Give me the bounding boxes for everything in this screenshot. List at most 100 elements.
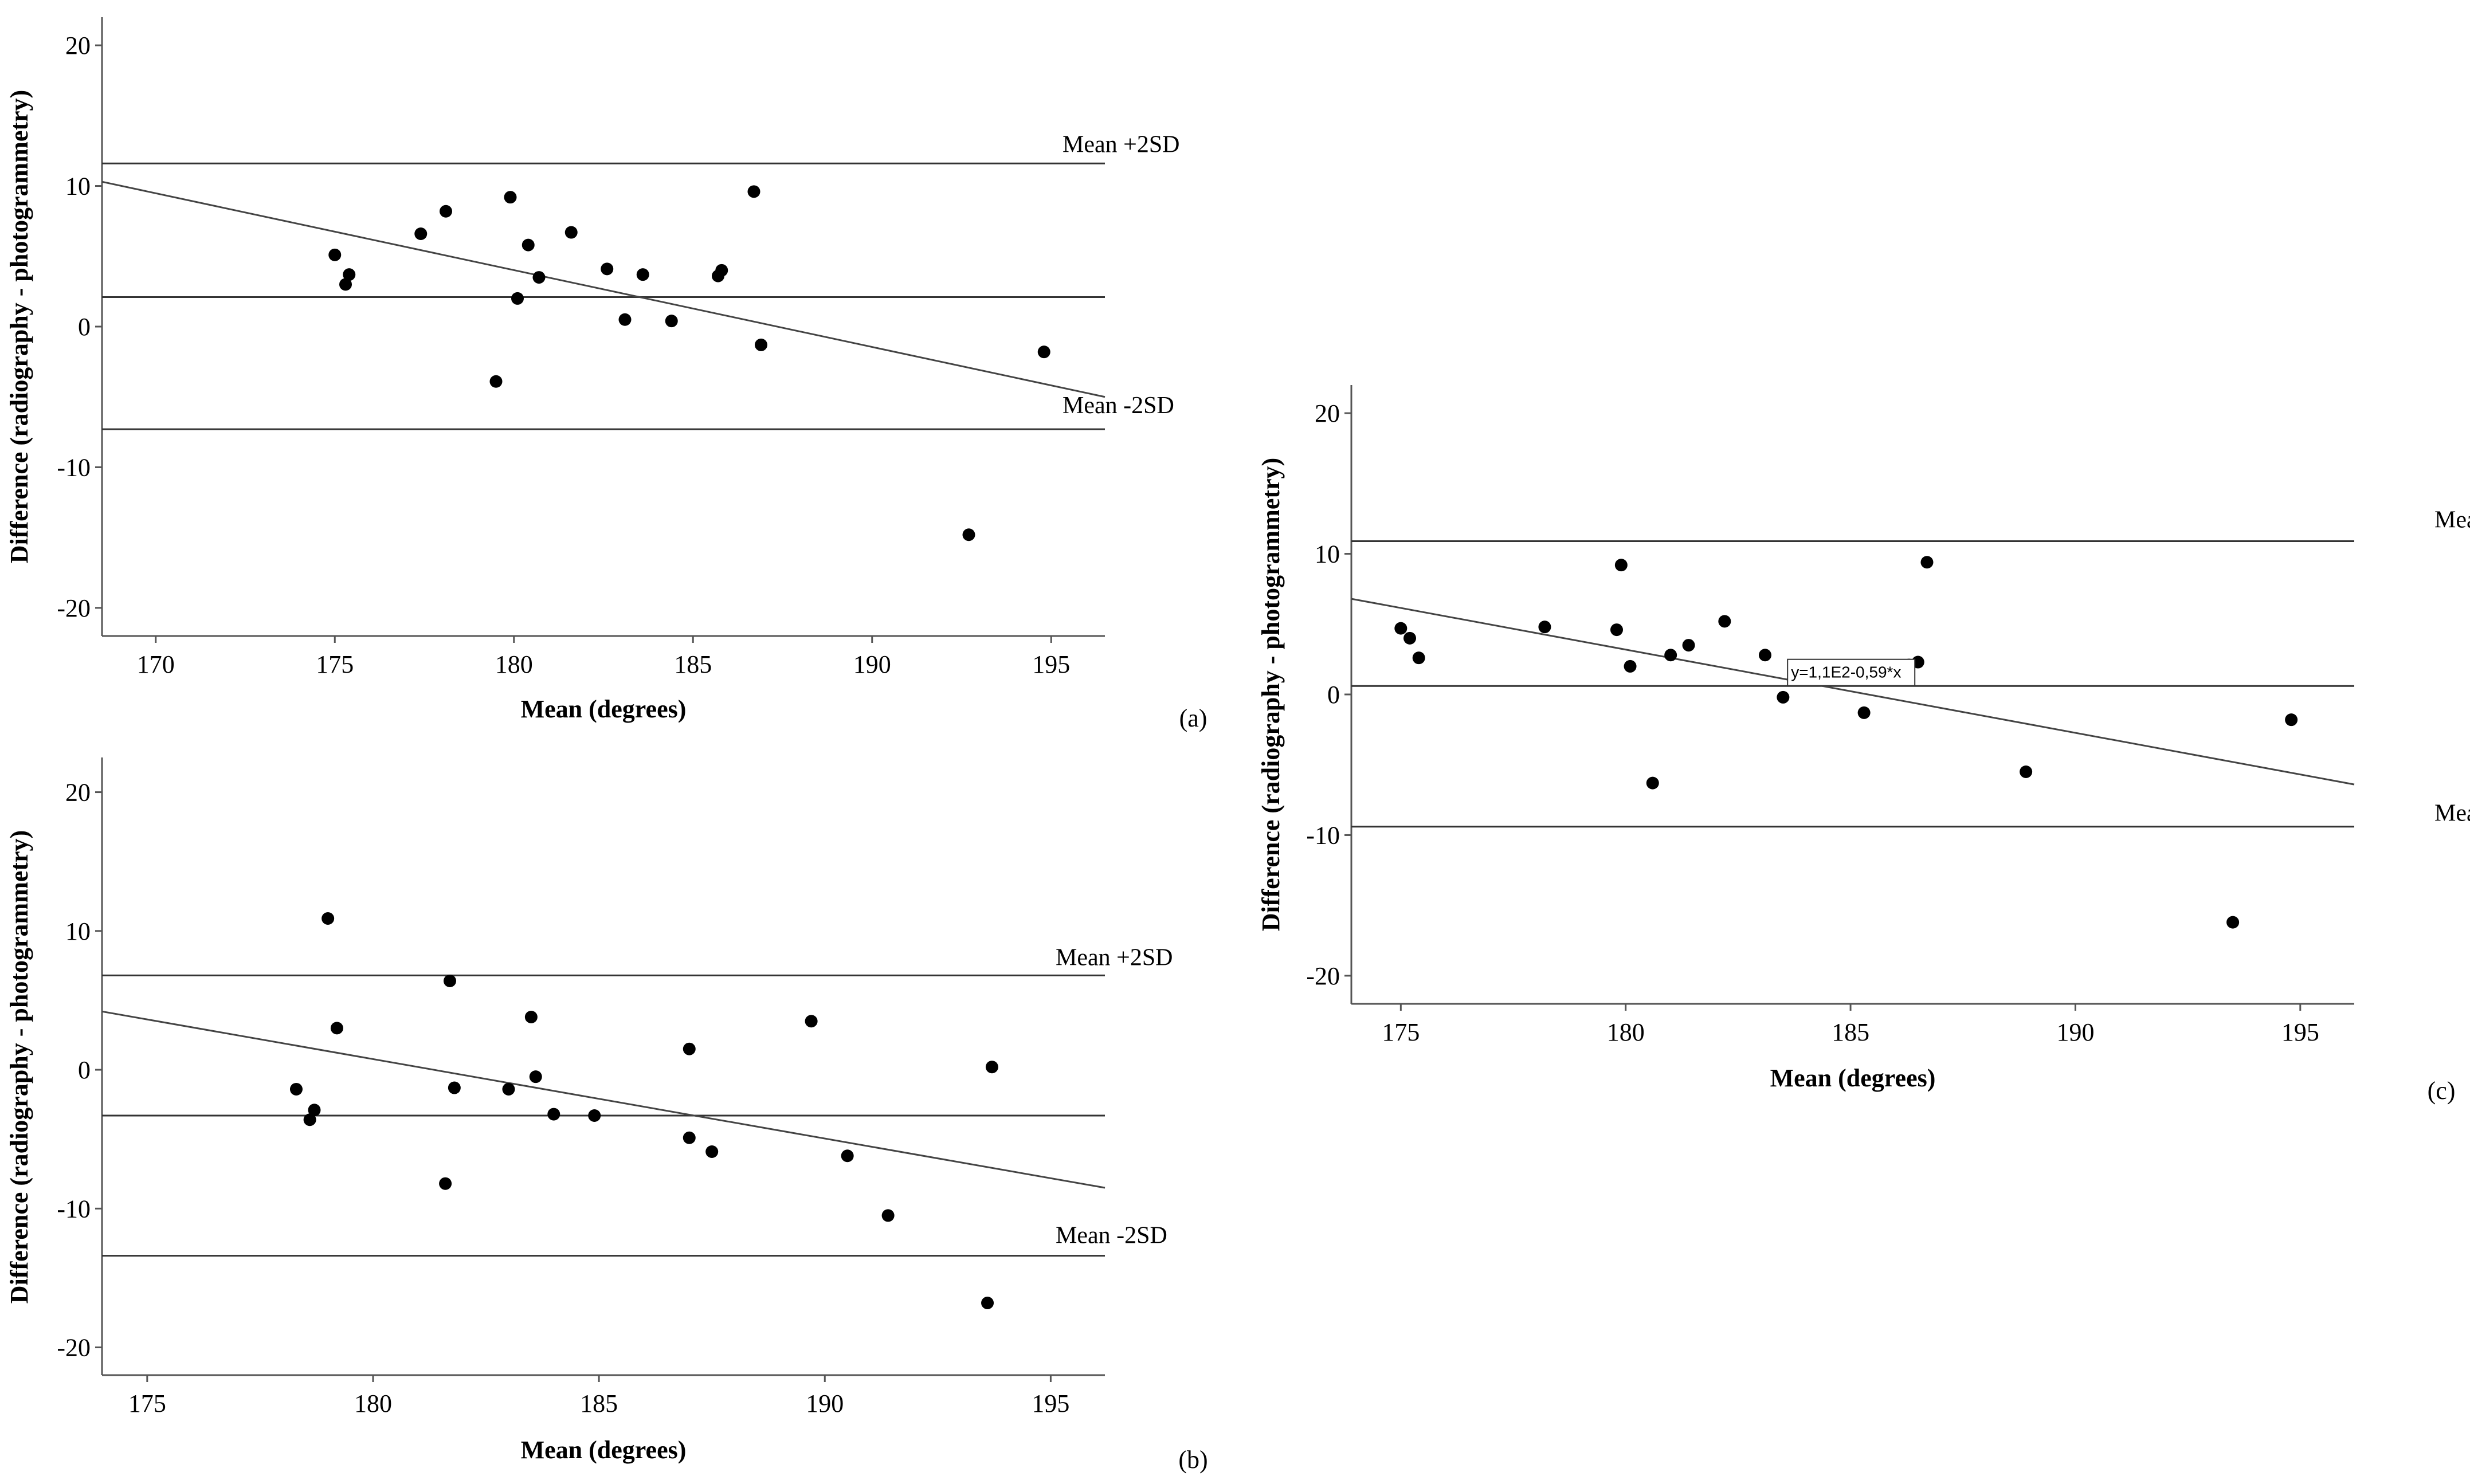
data-point <box>962 528 975 541</box>
data-point <box>985 1061 998 1074</box>
data-point <box>1682 639 1695 652</box>
regression-equation: y=1,1E2-0,59*x <box>1791 664 1901 681</box>
data-point <box>1610 623 1624 637</box>
data-point <box>564 226 578 239</box>
y-axis-title: Difference (radiography - photogrammetry… <box>5 90 33 563</box>
panel-label: (a) <box>1179 704 1207 732</box>
x-tick-label: 190 <box>853 650 891 678</box>
data-point <box>715 264 728 277</box>
panel-label: (c) <box>2428 1077 2456 1105</box>
lower-limit-label: Mean -2SD <box>2434 800 2470 827</box>
y-axis-title: Difference (radiography - photogrammetry… <box>1257 458 1285 931</box>
upper-limit-label: Mean +2SD <box>2434 507 2470 533</box>
regression-line <box>101 1010 1105 1189</box>
data-point <box>618 313 632 326</box>
data-point <box>705 1145 719 1158</box>
x-tick-label: 175 <box>1382 1018 1420 1046</box>
data-point <box>636 268 649 281</box>
x-tick-label: 190 <box>806 1389 844 1418</box>
x-tick-label: 185 <box>674 650 712 678</box>
data-point <box>981 1297 994 1310</box>
y-tick-label: 0 <box>78 1056 91 1084</box>
data-point <box>1758 649 1771 662</box>
data-point <box>841 1149 854 1163</box>
data-point <box>339 278 352 291</box>
x-tick-label: 170 <box>137 650 175 678</box>
data-point <box>330 1022 343 1035</box>
data-point <box>547 1108 560 1121</box>
data-point <box>755 338 767 351</box>
y-tick-label: 20 <box>65 32 91 60</box>
y-tick-label: 20 <box>65 779 91 807</box>
y-tick-label: 10 <box>1315 540 1340 568</box>
data-point <box>522 238 535 252</box>
data-point <box>588 1109 601 1122</box>
data-point <box>529 1070 542 1083</box>
lower-limit-label: Mean -2SD <box>1063 392 1174 419</box>
x-axis-title: Mean (degrees) <box>521 1436 687 1464</box>
data-point <box>448 1081 461 1094</box>
data-point <box>2020 765 2033 778</box>
data-point <box>504 191 517 204</box>
x-tick-label: 195 <box>1032 650 1070 678</box>
y-axis-title: Difference (radiography - photogrammetry… <box>5 830 33 1304</box>
x-tick-label: 180 <box>354 1389 392 1418</box>
chart-panel-1: 170 175 180 185 190 195 20 10 0 -10 -20 Mean +2SD Me… <box>5 17 1207 732</box>
x-tick-label: 180 <box>1607 1018 1645 1046</box>
upper-limit-label: Mean +2SD <box>1056 944 1173 971</box>
y-tick-label: -10 <box>57 1195 91 1223</box>
data-point <box>443 975 456 988</box>
data-point <box>440 205 452 218</box>
y-tick-label: -20 <box>57 1334 91 1362</box>
y-tick-label: -20 <box>1306 962 1340 990</box>
data-point <box>322 912 335 925</box>
data-point <box>1718 615 1731 628</box>
data-point <box>289 1082 303 1096</box>
data-point <box>2285 713 2298 727</box>
data-point <box>502 1082 515 1096</box>
y-tick-label: 0 <box>78 313 91 341</box>
data-point <box>683 1042 696 1055</box>
data-point <box>805 1015 818 1028</box>
y-tick-label: 10 <box>65 172 91 201</box>
data-point <box>524 1011 538 1024</box>
upper-limit-label: Mean +2SD <box>1063 131 1180 158</box>
chart-panel-2: 175 180 185 190 195 20 10 0 -10 -20 Mean +2SD Mean … <box>5 757 1208 1474</box>
data-point <box>1394 622 1407 635</box>
x-tick-label: 175 <box>128 1389 166 1418</box>
data-point <box>1664 649 1677 662</box>
data-point <box>1403 631 1417 645</box>
data-point <box>439 1177 452 1190</box>
data-point <box>328 248 342 261</box>
data-point <box>1037 346 1050 359</box>
data-point <box>532 271 546 284</box>
data-point <box>511 292 524 305</box>
x-tick-label: 190 <box>2056 1018 2094 1046</box>
data-point <box>1538 621 1551 634</box>
regression-line <box>1351 598 2355 786</box>
data-point <box>2226 916 2240 929</box>
x-tick-label: 195 <box>1032 1389 1069 1418</box>
data-point <box>665 315 678 328</box>
data-point <box>343 268 356 281</box>
data-point <box>1920 556 1934 569</box>
data-point <box>747 185 760 198</box>
y-tick-label: -20 <box>57 594 91 622</box>
data-point <box>683 1131 696 1144</box>
lower-limit-label: Mean -2SD <box>1056 1223 1167 1249</box>
regression-equation-box <box>1787 658 1916 686</box>
panel-label: (b) <box>1178 1446 1207 1474</box>
y-tick-label: -10 <box>1306 821 1340 849</box>
x-axis-title: Mean (degrees) <box>521 695 687 723</box>
data-point <box>881 1209 895 1222</box>
data-point <box>489 375 503 388</box>
x-tick-label: 180 <box>495 650 533 678</box>
data-point <box>1857 706 1871 719</box>
data-point <box>1412 651 1425 665</box>
data-point <box>1777 690 1790 704</box>
data-point <box>1624 659 1637 673</box>
y-tick-label: -10 <box>57 453 91 481</box>
data-point <box>1646 776 1659 790</box>
x-axis-title: Mean (degrees) <box>1770 1064 1936 1092</box>
